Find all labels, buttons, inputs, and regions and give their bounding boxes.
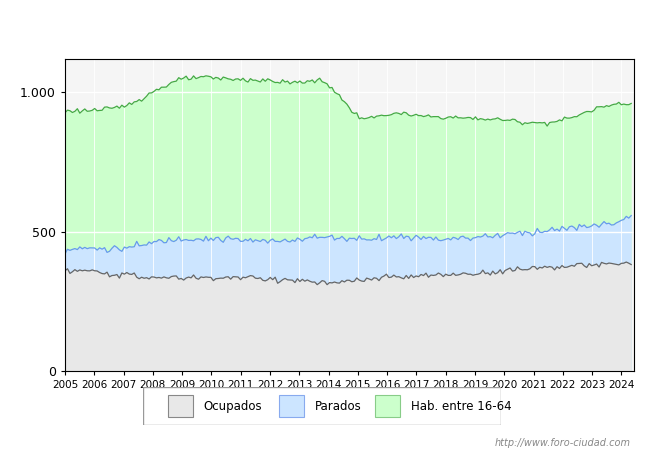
Bar: [376, 396, 400, 417]
Text: http://www.foro-ciudad.com: http://www.foro-ciudad.com: [495, 438, 630, 448]
Text: Hab. entre 16-64: Hab. entre 16-64: [411, 400, 512, 413]
Text: Cádiar - Evolucion de la poblacion en edad de Trabajar Mayo de 2024: Cádiar - Evolucion de la poblacion en ed…: [71, 16, 579, 32]
Bar: [168, 396, 193, 417]
Text: Ocupados: Ocupados: [204, 400, 263, 413]
Bar: [279, 396, 304, 417]
Text: Parados: Parados: [315, 400, 361, 413]
FancyBboxPatch shape: [143, 387, 501, 425]
